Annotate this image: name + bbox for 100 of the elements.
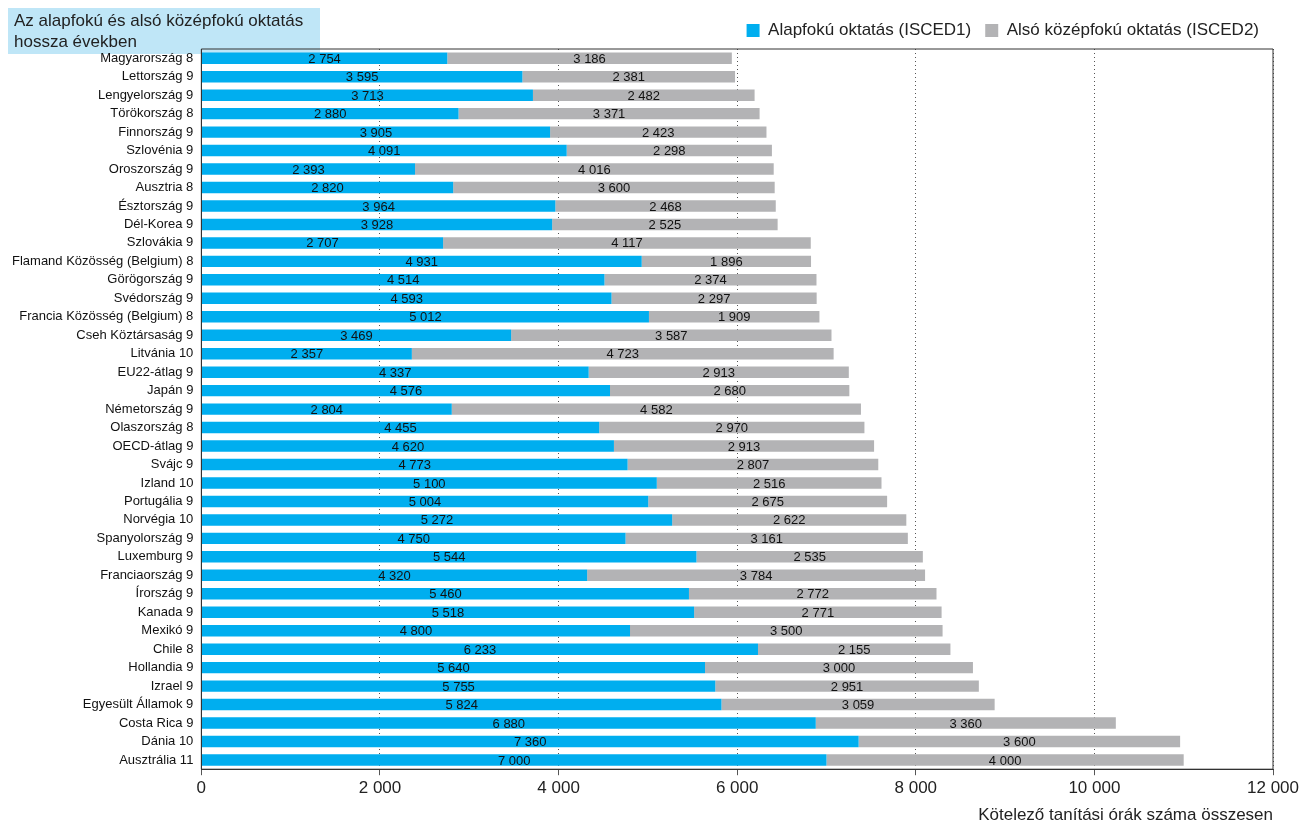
bar: [201, 274, 605, 286]
bar: [201, 698, 722, 711]
data-label: 2 535: [793, 549, 826, 565]
bar: [627, 458, 879, 471]
y-tick-label: Egyesült Államok 9: [82, 696, 194, 712]
bar: [550, 126, 767, 138]
data-label: 2 707: [306, 235, 339, 251]
y-tick-label: Törökország 8: [110, 105, 194, 121]
data-label: 2 468: [649, 198, 682, 214]
bar: [201, 403, 452, 415]
y-tick-label: Svédország 9: [113, 289, 194, 305]
y-tick-label: Costa Rica 9: [118, 714, 194, 730]
bar: [201, 532, 626, 545]
data-label: 2 675: [751, 494, 784, 510]
bar: [532, 89, 755, 101]
bar: [451, 403, 861, 415]
data-label: 3 784: [739, 567, 773, 583]
y-tick-label: Portugália 9: [123, 493, 194, 509]
bar: [201, 569, 588, 582]
bar: [411, 347, 834, 360]
legend-label: Alapfokú oktatás (ISCED1): [768, 20, 972, 40]
y-tick-label: Olaszország 8: [110, 419, 194, 435]
bar: [201, 126, 551, 138]
y-tick-label: Flamand Közösség (Belgium) 8: [12, 252, 194, 268]
data-label: 3 587: [655, 327, 688, 343]
data-label: 4 750: [397, 530, 430, 546]
bar: [201, 477, 657, 489]
bar: [201, 624, 631, 637]
bar: [201, 680, 716, 692]
y-tick-label: Japán 9: [147, 382, 194, 398]
bar: [443, 237, 811, 249]
data-label: 3 600: [597, 180, 631, 196]
y-tick-label: Francia Közösség (Belgium) 8: [19, 308, 194, 324]
bar: [201, 200, 556, 212]
data-label: 2 951: [830, 678, 864, 694]
y-tick-label: Izrael 9: [150, 677, 194, 693]
y-tick-label: Magyarország 8: [100, 49, 194, 65]
data-label: 5 272: [420, 512, 454, 528]
bar: [611, 292, 817, 305]
bar: [522, 70, 736, 83]
bar: [201, 735, 859, 748]
y-tick-label: Franciaország 9: [100, 566, 194, 582]
bar: [696, 551, 923, 563]
bar: [757, 643, 951, 655]
bar: [201, 107, 459, 120]
data-label: 5 640: [437, 660, 470, 676]
bar: [201, 588, 689, 600]
data-label: 2 155: [837, 641, 871, 657]
y-tick-label: Norvégia 10: [123, 511, 194, 527]
data-label: 3 964: [362, 198, 395, 214]
bar: [721, 698, 995, 711]
data-label: 2 516: [752, 475, 786, 491]
bar: [201, 421, 600, 434]
bar: [625, 532, 908, 545]
data-label: 4 337: [378, 364, 412, 380]
bar: [656, 477, 882, 489]
bar: [201, 218, 553, 231]
bar: [201, 384, 611, 397]
data-label: 3 928: [360, 217, 394, 233]
data-label: 5 755: [442, 678, 475, 694]
data-label: 5 824: [445, 697, 478, 713]
data-label: 3 371: [592, 106, 626, 122]
legend-label: Alsó középfokú oktatás (ISCED2): [1006, 20, 1259, 40]
data-label: 3 000: [822, 660, 856, 676]
chart-title: Az alapfokú és alsó középfokú oktatás hossza években: [14, 11, 304, 51]
y-tick-label: Hollandia 9: [128, 659, 194, 675]
data-label: 4 000: [988, 752, 1022, 768]
bar: [826, 754, 1184, 766]
data-label: 2 970: [715, 420, 749, 436]
bar: [715, 680, 979, 692]
data-label: 4 773: [398, 457, 431, 473]
y-tick-label: Lettország 9: [121, 68, 194, 84]
data-label: 5 544: [432, 549, 466, 565]
data-label: 3 500: [770, 623, 803, 639]
data-label: 2 393: [292, 161, 325, 177]
bar: [201, 144, 567, 157]
data-label: 3 469: [340, 327, 373, 343]
y-tick-label: Ausztria 8: [135, 179, 194, 195]
bar: [201, 347, 412, 360]
data-label: 4 800: [399, 623, 433, 639]
y-tick-label: Mexikó 9: [141, 622, 194, 638]
data-label: 2 357: [290, 346, 324, 362]
data-label: 2 772: [796, 586, 829, 602]
bar: [555, 200, 776, 212]
y-tick-label: Cseh Köztársaság 9: [76, 326, 194, 342]
data-label: 2 807: [736, 457, 770, 473]
data-label: 6 880: [492, 715, 526, 731]
data-label: 2 913: [727, 438, 761, 454]
y-tick-label: OECD-átlag 9: [112, 437, 194, 453]
bar: [604, 274, 817, 286]
y-tick-label: Dánia 10: [141, 733, 194, 749]
bar: [201, 329, 512, 341]
bar: [415, 163, 774, 175]
data-label: 2 680: [713, 383, 746, 399]
data-label: 1 909: [717, 309, 751, 325]
bar: [613, 440, 875, 452]
data-label: 3 161: [750, 530, 783, 546]
data-label: 2 298: [653, 143, 686, 159]
bar: [201, 255, 642, 268]
y-tick-label: Chile 8: [152, 640, 194, 656]
